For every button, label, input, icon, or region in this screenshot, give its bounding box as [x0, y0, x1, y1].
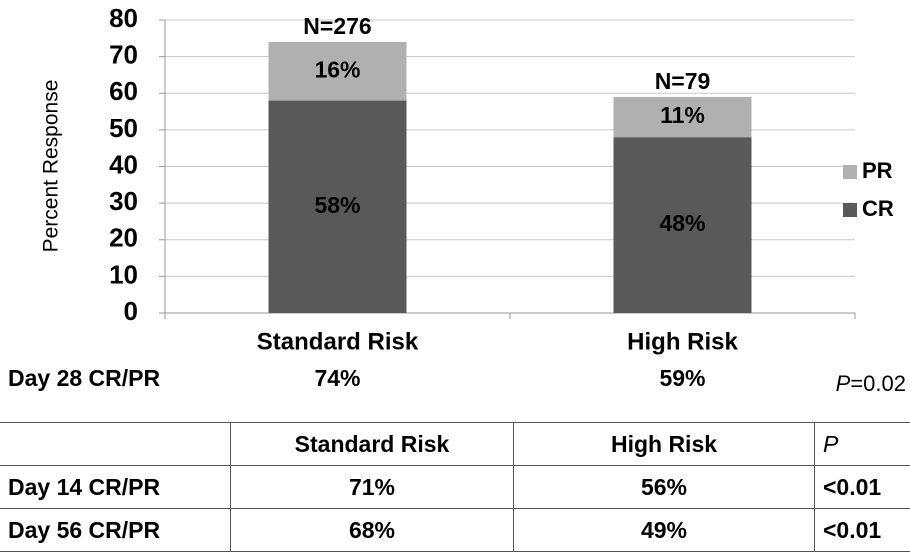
x-tick-label: Standard Risk: [257, 328, 419, 355]
table-header: Standard Risk High Risk P: [0, 423, 910, 466]
y-tick-label: 40: [109, 149, 138, 179]
cell: Day 14 CR/PR: [0, 466, 231, 509]
summary-value: 59%: [659, 365, 705, 391]
summary-value: 74%: [314, 365, 360, 391]
legend-swatch: [843, 203, 857, 217]
value-label: 58%: [314, 192, 360, 218]
legend-label: PR: [862, 158, 893, 183]
bar-label: N=276: [303, 13, 371, 39]
cell: 56%: [514, 466, 815, 509]
value-label: 11%: [660, 102, 705, 128]
cell: 49%: [514, 509, 815, 552]
header-cell: P: [815, 423, 910, 466]
value-label: 16%: [314, 56, 360, 82]
results-table: Standard Risk High Risk P Day 14 CR/PR 7…: [0, 422, 910, 552]
legend-label: CR: [862, 196, 894, 221]
y-tick-label: 80: [109, 3, 138, 33]
cell: Day 56 CR/PR: [0, 509, 231, 552]
cell: <0.01: [815, 509, 910, 552]
y-tick-label: 20: [109, 223, 138, 253]
table-row: Day 14 CR/PR 71% 56% <0.01: [0, 466, 910, 509]
x-tick-label: High Risk: [627, 328, 738, 355]
summary-label: Day 28 CR/PR: [8, 365, 161, 391]
cell: 71%: [231, 466, 514, 509]
p-value: =0.02: [850, 371, 906, 396]
y-tick-label: 50: [109, 113, 138, 143]
y-tick-label: 10: [109, 259, 138, 289]
header-cell: Standard Risk: [231, 423, 514, 466]
chart: Percent Response Day 28 CR/PR P=0.02 0 10…: [0, 0, 910, 420]
y-tick-label: 30: [109, 186, 138, 216]
header-cell: High Risk: [514, 423, 815, 466]
cell: 68%: [231, 509, 514, 552]
y-tick-label: 0: [124, 296, 138, 326]
y-tick-label: 70: [109, 40, 138, 70]
y-axis-label: Percent Response: [40, 80, 63, 253]
bar-label: N=79: [655, 68, 711, 94]
summary-p: P=0.02: [836, 371, 906, 396]
header-cell: [0, 423, 231, 466]
table-row: Day 56 CR/PR 68% 49% <0.01: [0, 509, 910, 552]
legend-swatch: [843, 165, 857, 179]
cell: <0.01: [815, 466, 910, 509]
value-label: 48%: [659, 210, 705, 236]
y-tick-label: 60: [109, 76, 138, 106]
p-label: P: [836, 371, 851, 396]
